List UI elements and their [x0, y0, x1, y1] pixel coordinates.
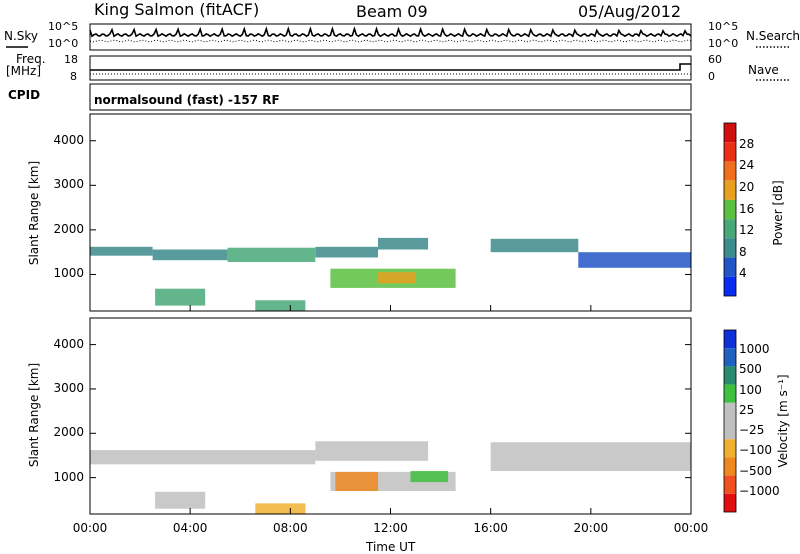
power-colorbar-swatch — [724, 238, 736, 258]
power-echo-region — [227, 247, 316, 262]
freq-tick-low: 8 — [70, 70, 77, 83]
x-axis-label: Time UT — [366, 540, 416, 554]
power-echo-region — [255, 300, 306, 311]
x-tick-label: 16:00 — [473, 521, 508, 535]
velocity-echo-region — [315, 441, 429, 461]
velocity-ytick-label: 1000 — [53, 469, 84, 484]
velocity-colorbar-tick-label: 500 — [739, 362, 762, 377]
power-echo-region — [315, 246, 378, 258]
station-title: King Salmon (fitACF) — [94, 0, 260, 19]
velocity-ytick-label: 3000 — [53, 380, 84, 395]
velocity-colorbar-tick-label: −500 — [739, 463, 772, 478]
freq-unit-label: [MHz] — [6, 64, 42, 78]
nave-label: Nave — [748, 63, 779, 77]
nsearch-tick-low: 10^0 — [708, 37, 739, 50]
power-colorbar-tick-label: 20 — [739, 179, 755, 194]
velocity-colorbar-swatch — [724, 402, 736, 421]
velocity-ytick-label: 2000 — [53, 425, 84, 440]
power-ytick-label: 4000 — [53, 132, 84, 147]
power-colorbar-swatch — [724, 257, 736, 277]
velocity-colorbar-tick-label: −100 — [739, 443, 772, 458]
power-colorbar-tick-label: 12 — [739, 223, 755, 238]
power-ytick-label: 3000 — [53, 177, 84, 192]
velocity-echo-region — [410, 471, 449, 483]
x-tick-label: 08:00 — [273, 521, 308, 535]
freq-label: Freq. — [16, 52, 46, 66]
cpid-label: CPID — [8, 88, 41, 102]
velocity-colorbar-swatch — [724, 439, 736, 458]
power-colorbar-swatch — [724, 219, 736, 239]
noise-panel-frame — [89, 23, 692, 51]
power-ytick-label: 1000 — [53, 266, 84, 281]
velocity-colorbar-swatch — [724, 348, 736, 367]
power-colorbar-swatch — [724, 142, 736, 162]
power-echo-region — [90, 246, 153, 256]
power-colorbar-tick-label: 28 — [739, 136, 755, 151]
power-echo-region — [378, 272, 416, 284]
power-colorbar-swatch — [724, 199, 736, 220]
velocity-colorbar-tick-label: −1000 — [739, 483, 780, 498]
velocity-colorbar-tick-label: 100 — [739, 382, 762, 397]
date-title: 05/Aug/2012 — [578, 2, 682, 21]
noise-sky-trace — [89, 26, 692, 38]
velocity-ytick-label: 4000 — [53, 336, 84, 351]
x-tick-label: 04:00 — [172, 521, 208, 535]
power-colorbar-frame — [723, 122, 737, 297]
power-colorbar-tick-label: 24 — [739, 158, 755, 173]
beam-title: Beam 09 — [356, 2, 428, 21]
velocity-colorbar-swatch — [724, 421, 736, 440]
velocity-echo-region — [490, 442, 691, 471]
velocity-colorbar-tick-label: 1000 — [739, 342, 770, 357]
freq-trace — [90, 63, 691, 71]
cpid-panel-frame — [89, 83, 692, 111]
power-echo-region — [490, 238, 579, 253]
nsky-label: N.Sky — [4, 29, 39, 43]
velocity-colorbar-swatch — [724, 366, 736, 385]
velocity-colorbar-swatch — [724, 330, 736, 349]
nave-tick-low: 0 — [708, 70, 715, 83]
power-echo-region — [155, 288, 206, 306]
velocity-echo-region — [335, 471, 378, 491]
velocity-colorbar-swatch — [724, 475, 736, 494]
power-colorbar-swatch — [724, 123, 736, 143]
power-echo-region — [152, 249, 228, 261]
x-tick-label: 12:00 — [373, 521, 408, 535]
velocity-colorbar-swatch — [724, 457, 736, 476]
velocity-echo-region — [90, 450, 316, 465]
noise-search-trace — [89, 39, 692, 43]
freq-panel-frame — [89, 55, 692, 81]
cpid-mode: normalsound (fast) -157 RF — [94, 93, 280, 107]
power-colorbar-tick-label: 8 — [739, 244, 747, 259]
nsearch-tick-high: 10^5 — [708, 20, 739, 33]
power-colorbar-tick-label: 16 — [739, 201, 755, 216]
power-colorbar-tick-label: 4 — [739, 266, 747, 281]
velocity-echo-region — [255, 503, 306, 514]
power-colorbar-swatch — [724, 180, 736, 200]
nave-tick-high: 60 — [708, 53, 722, 66]
power-colorbar-swatch — [724, 161, 736, 181]
velocity-colorbar-swatch — [724, 493, 736, 512]
power-colorbar-swatch — [724, 276, 736, 296]
freq-tick-high: 18 — [64, 53, 78, 66]
power-echo-region — [578, 252, 691, 268]
x-tick-label: 20:00 — [573, 521, 609, 535]
nsearch-label: N.Search — [746, 29, 800, 43]
x-tick-label: 00:00 — [72, 521, 108, 535]
velocity-colorbar-swatch — [724, 384, 736, 403]
velocity-echo-region — [155, 491, 206, 509]
velocity-colorbar-tick-label: 25 — [739, 402, 755, 417]
power-ytick-label: 2000 — [53, 221, 84, 236]
nsky-tick-low: 10^0 — [48, 37, 79, 50]
x-tick-label: 00:00 — [673, 521, 709, 535]
velocity-colorbar-frame — [723, 329, 737, 513]
nsky-tick-high: 10^5 — [48, 20, 79, 33]
velocity-colorbar-tick-label: −25 — [739, 423, 765, 438]
power-echo-region — [378, 237, 429, 250]
